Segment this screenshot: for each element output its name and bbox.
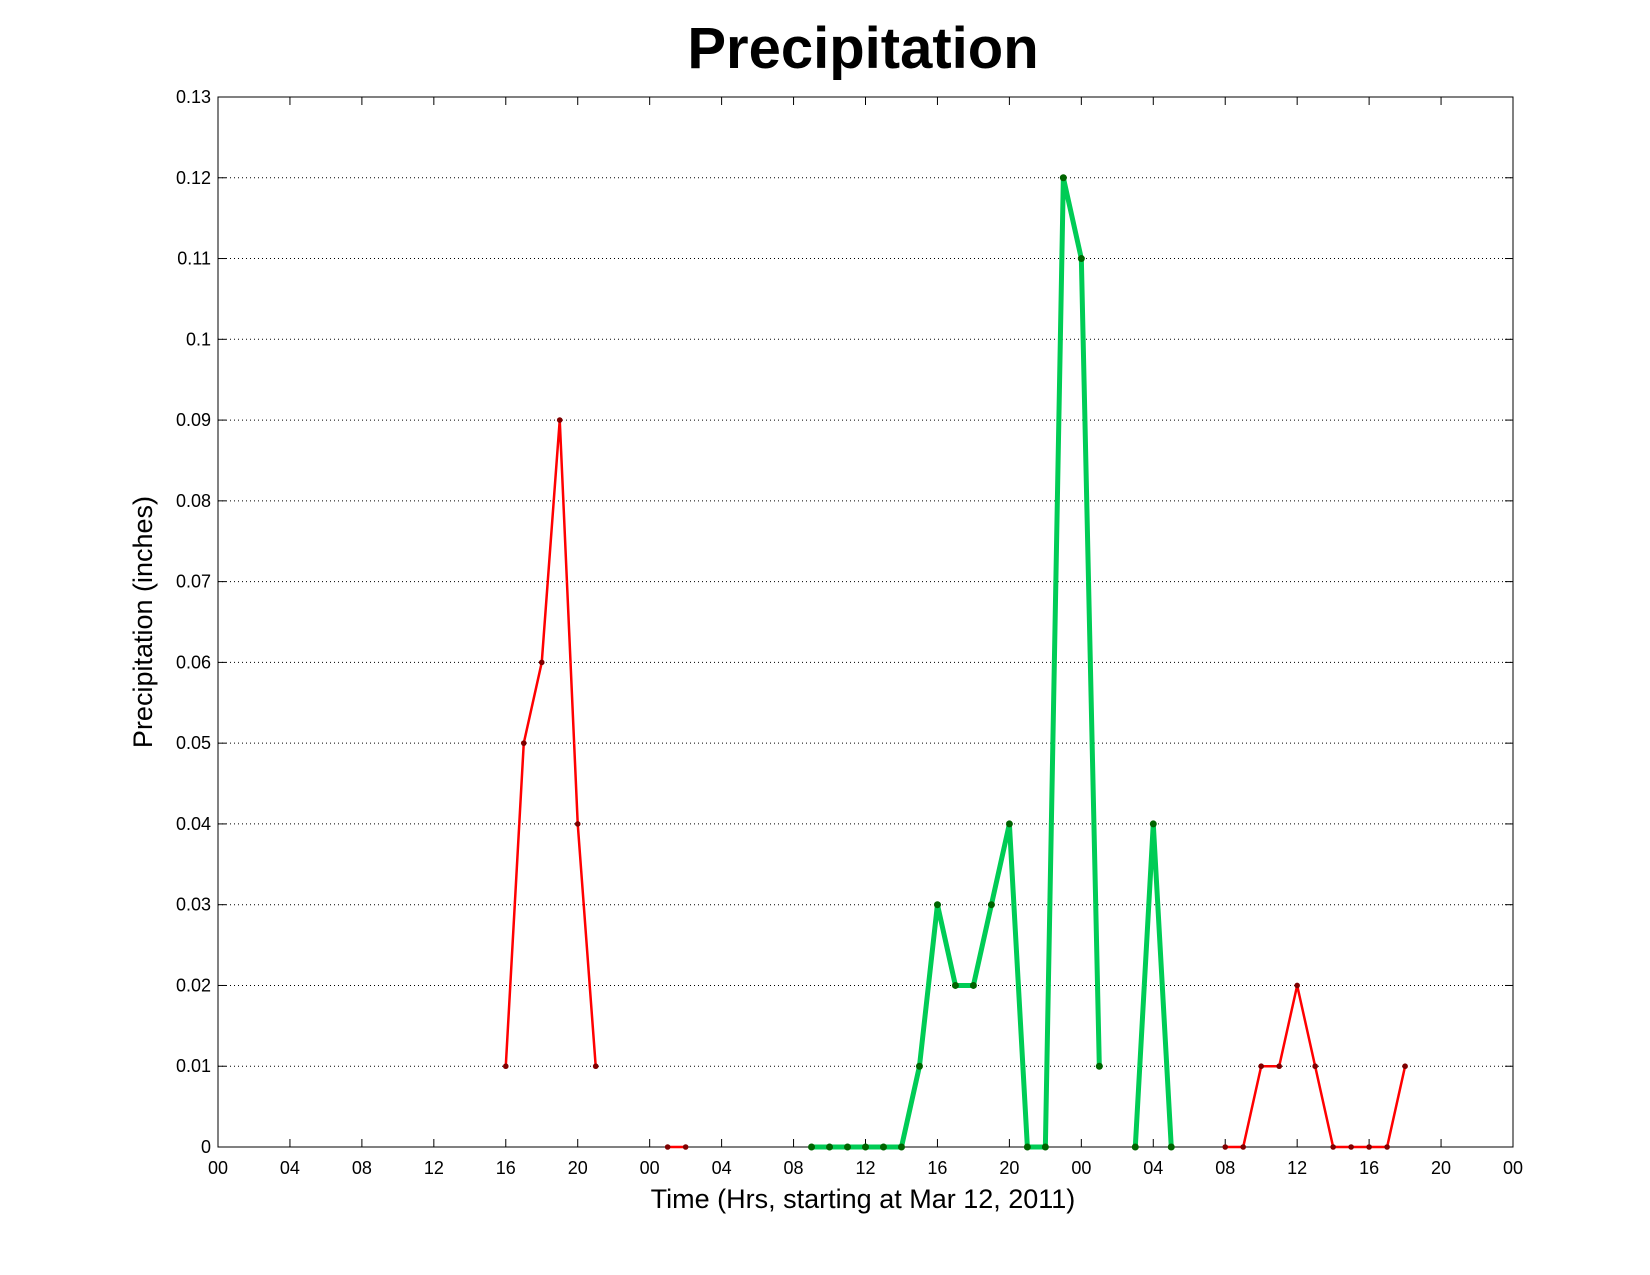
data-point <box>1366 1144 1372 1150</box>
data-point <box>1149 820 1157 828</box>
data-point <box>1384 1144 1390 1150</box>
y-tick-label: 0.11 <box>177 249 211 269</box>
data-point <box>969 981 977 989</box>
data-point <box>1222 1144 1229 1150</box>
data-series <box>502 174 1408 1151</box>
data-point <box>592 1063 599 1070</box>
data-point <box>1258 1063 1264 1070</box>
data-point <box>1077 255 1085 263</box>
data-point <box>1041 1143 1049 1151</box>
y-tick-label: 0.07 <box>176 572 211 592</box>
data-point <box>844 1143 852 1151</box>
data-point <box>574 821 581 827</box>
data-point <box>933 901 941 909</box>
x-tick-label: 00 <box>640 1158 660 1178</box>
x-tick-label: 20 <box>568 1158 588 1178</box>
y-tick-label: 0.06 <box>176 652 211 672</box>
y-tick-label: 0.05 <box>176 733 211 753</box>
x-tick-label: 00 <box>208 1158 228 1178</box>
x-tick-labels: 00 04 08 12 16 20 00 04 08 12 16 20 00 04 08 12 16 20 00 <box>208 1158 1523 1178</box>
y-tick-label: 0 <box>201 1137 211 1157</box>
y-tick-label: 0.1 <box>186 329 211 349</box>
data-point <box>1330 1144 1336 1150</box>
y-tick-label: 0.03 <box>176 895 211 915</box>
x-tick-label: 04 <box>1143 1158 1163 1178</box>
data-point <box>1402 1063 1408 1070</box>
x-tick-label: 12 <box>1287 1158 1307 1178</box>
series-line <box>1132 823 1174 1148</box>
x-tick-label: 16 <box>496 1158 516 1178</box>
data-point <box>664 1144 671 1150</box>
data-point <box>1095 1062 1103 1070</box>
x-tick-label: 00 <box>1503 1158 1523 1178</box>
data-point <box>951 981 959 989</box>
data-point <box>520 740 527 746</box>
data-point <box>538 659 545 666</box>
data-point <box>1294 982 1300 989</box>
y-tick-label: 0.12 <box>176 168 211 188</box>
data-point <box>1276 1063 1282 1070</box>
x-tick-label: 20 <box>1431 1158 1451 1178</box>
x-tick-label: 12 <box>424 1158 444 1178</box>
x-tick-label: 08 <box>784 1158 804 1178</box>
data-point <box>1131 1143 1139 1151</box>
x-tick-label: 12 <box>855 1158 875 1178</box>
data-point <box>1312 1063 1318 1070</box>
data-point <box>1023 1143 1031 1151</box>
data-point <box>1167 1143 1175 1151</box>
data-point <box>915 1062 923 1070</box>
series-line <box>504 419 597 1067</box>
y-tick-label: 0.04 <box>176 814 211 834</box>
y-tick-label: 0.09 <box>176 410 211 430</box>
grid-lines <box>218 177 1513 1067</box>
y-tick-label: 0.08 <box>176 491 211 511</box>
y-tick-label: 0.13 <box>176 87 211 107</box>
x-tick-label: 04 <box>280 1158 300 1178</box>
data-point <box>897 1143 905 1151</box>
axis-ticks <box>217 96 1514 1148</box>
x-tick-label: 04 <box>712 1158 732 1178</box>
data-point <box>1348 1144 1354 1150</box>
x-tick-label: 16 <box>1359 1158 1379 1178</box>
y-tick-labels: 0 0.01 0.02 0.03 0.04 0.05 0.06 0.07 0.08 0.09 0.1… <box>176 87 211 1157</box>
data-point <box>1059 174 1067 182</box>
y-tick-label: 0.02 <box>176 975 211 995</box>
x-tick-label: 00 <box>1071 1158 1091 1178</box>
x-tick-label: 16 <box>927 1158 947 1178</box>
x-axis-label: Time (Hrs, starting at Mar 12, 2011) <box>651 1184 1076 1214</box>
y-axis-label: Precipitation (inches) <box>128 496 158 748</box>
data-point <box>808 1143 816 1151</box>
data-point <box>879 1143 887 1151</box>
data-point <box>502 1063 509 1070</box>
plot-area-frame <box>217 96 1514 1148</box>
data-point <box>987 901 995 909</box>
data-point <box>826 1143 834 1151</box>
chart-title: Precipitation <box>687 16 1038 81</box>
data-point <box>682 1144 689 1150</box>
data-point <box>862 1143 869 1151</box>
data-point <box>1240 1144 1247 1150</box>
y-tick-label: 0.01 <box>176 1056 211 1076</box>
x-tick-label: 20 <box>999 1158 1019 1178</box>
data-point <box>556 417 563 423</box>
x-tick-label: 08 <box>1215 1158 1235 1178</box>
data-point <box>1005 820 1013 828</box>
x-tick-label: 08 <box>352 1158 372 1178</box>
